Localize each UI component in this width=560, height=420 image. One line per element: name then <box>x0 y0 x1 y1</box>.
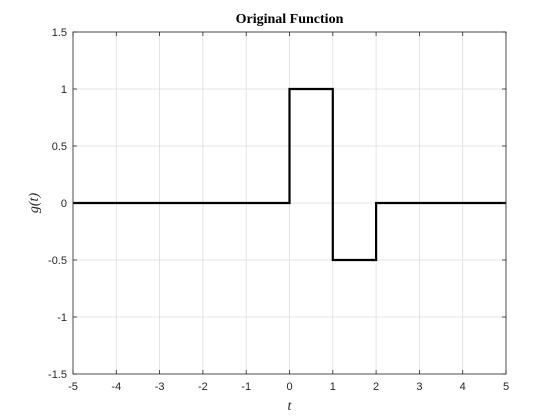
series-group <box>73 87 506 262</box>
x-tick-labels: -5 -4 -3 -2 -1 0 1 2 3 4 5 <box>68 381 509 393</box>
y-tick-label: 1.5 <box>52 27 67 39</box>
y-tick-label: 0.5 <box>52 141 67 153</box>
x-tick-label: -5 <box>68 381 78 393</box>
y-tick-label: -0.5 <box>48 255 67 267</box>
x-tick-label: -4 <box>111 381 121 393</box>
x-tick-label: -1 <box>241 381 251 393</box>
x-axis-label: t <box>288 399 293 414</box>
x-tick-label: 0 <box>286 381 292 393</box>
y-tick-label: -1 <box>57 312 67 324</box>
x-tick-label: -3 <box>155 381 165 393</box>
y-tick-labels: -1.5 -1 -0.5 0 0.5 1 1.5 <box>48 27 67 381</box>
x-tick-label: 4 <box>460 381 466 393</box>
chart-title: Original Function <box>236 12 344 27</box>
x-tick-label: 3 <box>416 381 422 393</box>
x-tick-label: 1 <box>330 381 336 393</box>
y-tick-label: 1 <box>61 84 67 96</box>
x-tick-label: 2 <box>373 381 379 393</box>
y-axis-label: g(t) <box>27 193 42 214</box>
ticks <box>72 31 507 375</box>
x-tick-label: 5 <box>503 381 509 393</box>
y-tick-label: 0 <box>61 198 67 210</box>
x-tick-label: -2 <box>198 381 208 393</box>
y-tick-label: -1.5 <box>48 369 67 381</box>
series-line <box>73 87 506 262</box>
